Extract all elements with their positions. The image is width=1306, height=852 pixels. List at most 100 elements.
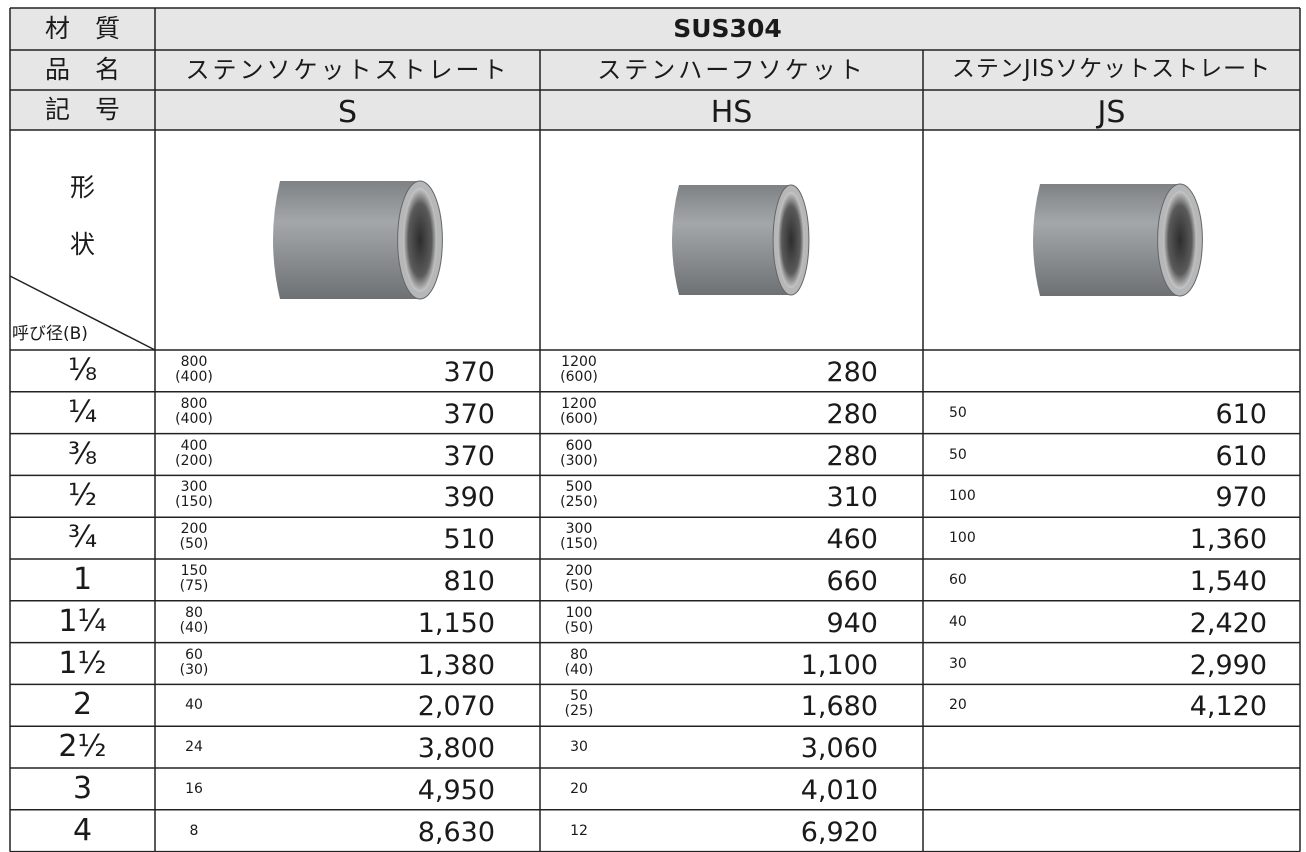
price: 940: [826, 607, 878, 639]
quantity: 300: [180, 479, 208, 496]
quantity: 50: [570, 688, 588, 705]
size: ½: [67, 478, 98, 514]
price: 2,420: [1189, 607, 1267, 639]
price: 370: [443, 440, 495, 472]
price: 1,360: [1189, 524, 1267, 556]
quantity-sub: (150): [560, 536, 598, 553]
price: 610: [1215, 398, 1267, 430]
size: 1½: [58, 645, 107, 681]
quantity: 1200: [561, 395, 597, 412]
price: 2,990: [1189, 649, 1267, 681]
quantity-sub: (30): [179, 661, 209, 678]
price: 1,150: [417, 607, 495, 639]
quantity: 400: [180, 437, 208, 454]
quantity: 60: [185, 646, 203, 663]
price: 4,120: [1189, 691, 1267, 723]
label: 形: [69, 173, 95, 202]
price: 660: [826, 566, 878, 597]
quantity: 150: [180, 563, 208, 579]
fitting-hole: [1163, 191, 1197, 289]
code: HS: [710, 95, 753, 130]
size-label: 呼び径(B): [12, 324, 88, 344]
quantity-sub: (50): [564, 578, 594, 594]
quantity-sub: (600): [560, 410, 598, 427]
quantity: 800: [180, 395, 208, 412]
quantity: 30: [949, 655, 967, 672]
quantity: 600: [565, 437, 593, 454]
quantity: 50: [949, 404, 967, 421]
quantity-sub: (150): [175, 494, 213, 511]
quantity: 40: [185, 697, 203, 714]
quantity: 24: [185, 739, 203, 756]
quantity: 40: [949, 613, 967, 630]
quantity-sub: (400): [175, 369, 213, 385]
size: 4: [72, 812, 93, 848]
quantity: 300: [565, 521, 593, 538]
quantity-sub: (40): [564, 661, 594, 678]
price: 280: [826, 440, 878, 472]
quantity: 60: [949, 572, 967, 588]
fitting-hole: [403, 188, 437, 292]
price: 2,070: [417, 691, 495, 723]
quantity: 80: [570, 646, 588, 663]
quantity-sub: (50): [564, 619, 594, 636]
quantity: 200: [565, 563, 593, 579]
material: SUS304: [673, 14, 782, 43]
quantity-sub: (40): [179, 619, 209, 636]
label: 記 号: [44, 95, 120, 124]
label: 品 名: [44, 55, 120, 84]
price: 460: [826, 524, 878, 556]
size: 2½: [58, 729, 107, 765]
code: JS: [1097, 95, 1126, 130]
price: 8,630: [417, 816, 495, 848]
price: 280: [826, 357, 878, 388]
size: 3: [72, 771, 93, 806]
header-band: [155, 8, 1300, 130]
fitting-body: [273, 181, 420, 299]
diagonal: [9, 275, 156, 351]
price: 510: [443, 524, 495, 556]
label: 状: [69, 230, 95, 259]
fitting-image: [273, 180, 443, 300]
price: 1,380: [417, 649, 495, 681]
price: 6,920: [800, 816, 878, 848]
label: 材 質: [44, 14, 120, 43]
code: S: [337, 95, 358, 130]
price: 1,680: [800, 691, 878, 723]
price: 4,010: [800, 775, 878, 806]
quantity: 80: [185, 604, 203, 621]
price: 1,100: [800, 649, 878, 681]
fitting-image: [672, 184, 810, 296]
quantity: 20: [949, 697, 967, 714]
quantity: 100: [949, 488, 976, 505]
size: ¾: [67, 520, 98, 556]
label-band: [10, 8, 155, 130]
size: ¼: [67, 394, 98, 430]
quantity: 20: [570, 781, 588, 797]
quantity: 1200: [561, 354, 597, 370]
product-name: ステンJISソケットストレート: [951, 56, 1272, 82]
quantity-sub: (25): [564, 703, 594, 720]
quantity: 500: [565, 479, 593, 496]
fitting-hole: [777, 192, 805, 288]
price: 280: [826, 398, 878, 430]
size: ⅜: [67, 436, 98, 472]
product-name: ステンハーフソケット: [597, 56, 866, 84]
quantity: 100: [565, 604, 593, 621]
quantity: 16: [185, 781, 203, 797]
price: 3,800: [417, 733, 495, 765]
price: 610: [1215, 440, 1267, 472]
price: 4,950: [417, 775, 495, 806]
quantity-sub: (200): [175, 452, 213, 469]
size: ⅛: [67, 353, 98, 388]
price: 810: [443, 566, 495, 597]
price: 3,060: [800, 733, 878, 765]
quantity: 8: [189, 822, 199, 839]
price: 370: [443, 357, 495, 388]
price: 970: [1215, 482, 1267, 514]
fitting-image: [1033, 183, 1203, 297]
price: 370: [443, 398, 495, 430]
quantity-sub: (50): [179, 536, 209, 553]
